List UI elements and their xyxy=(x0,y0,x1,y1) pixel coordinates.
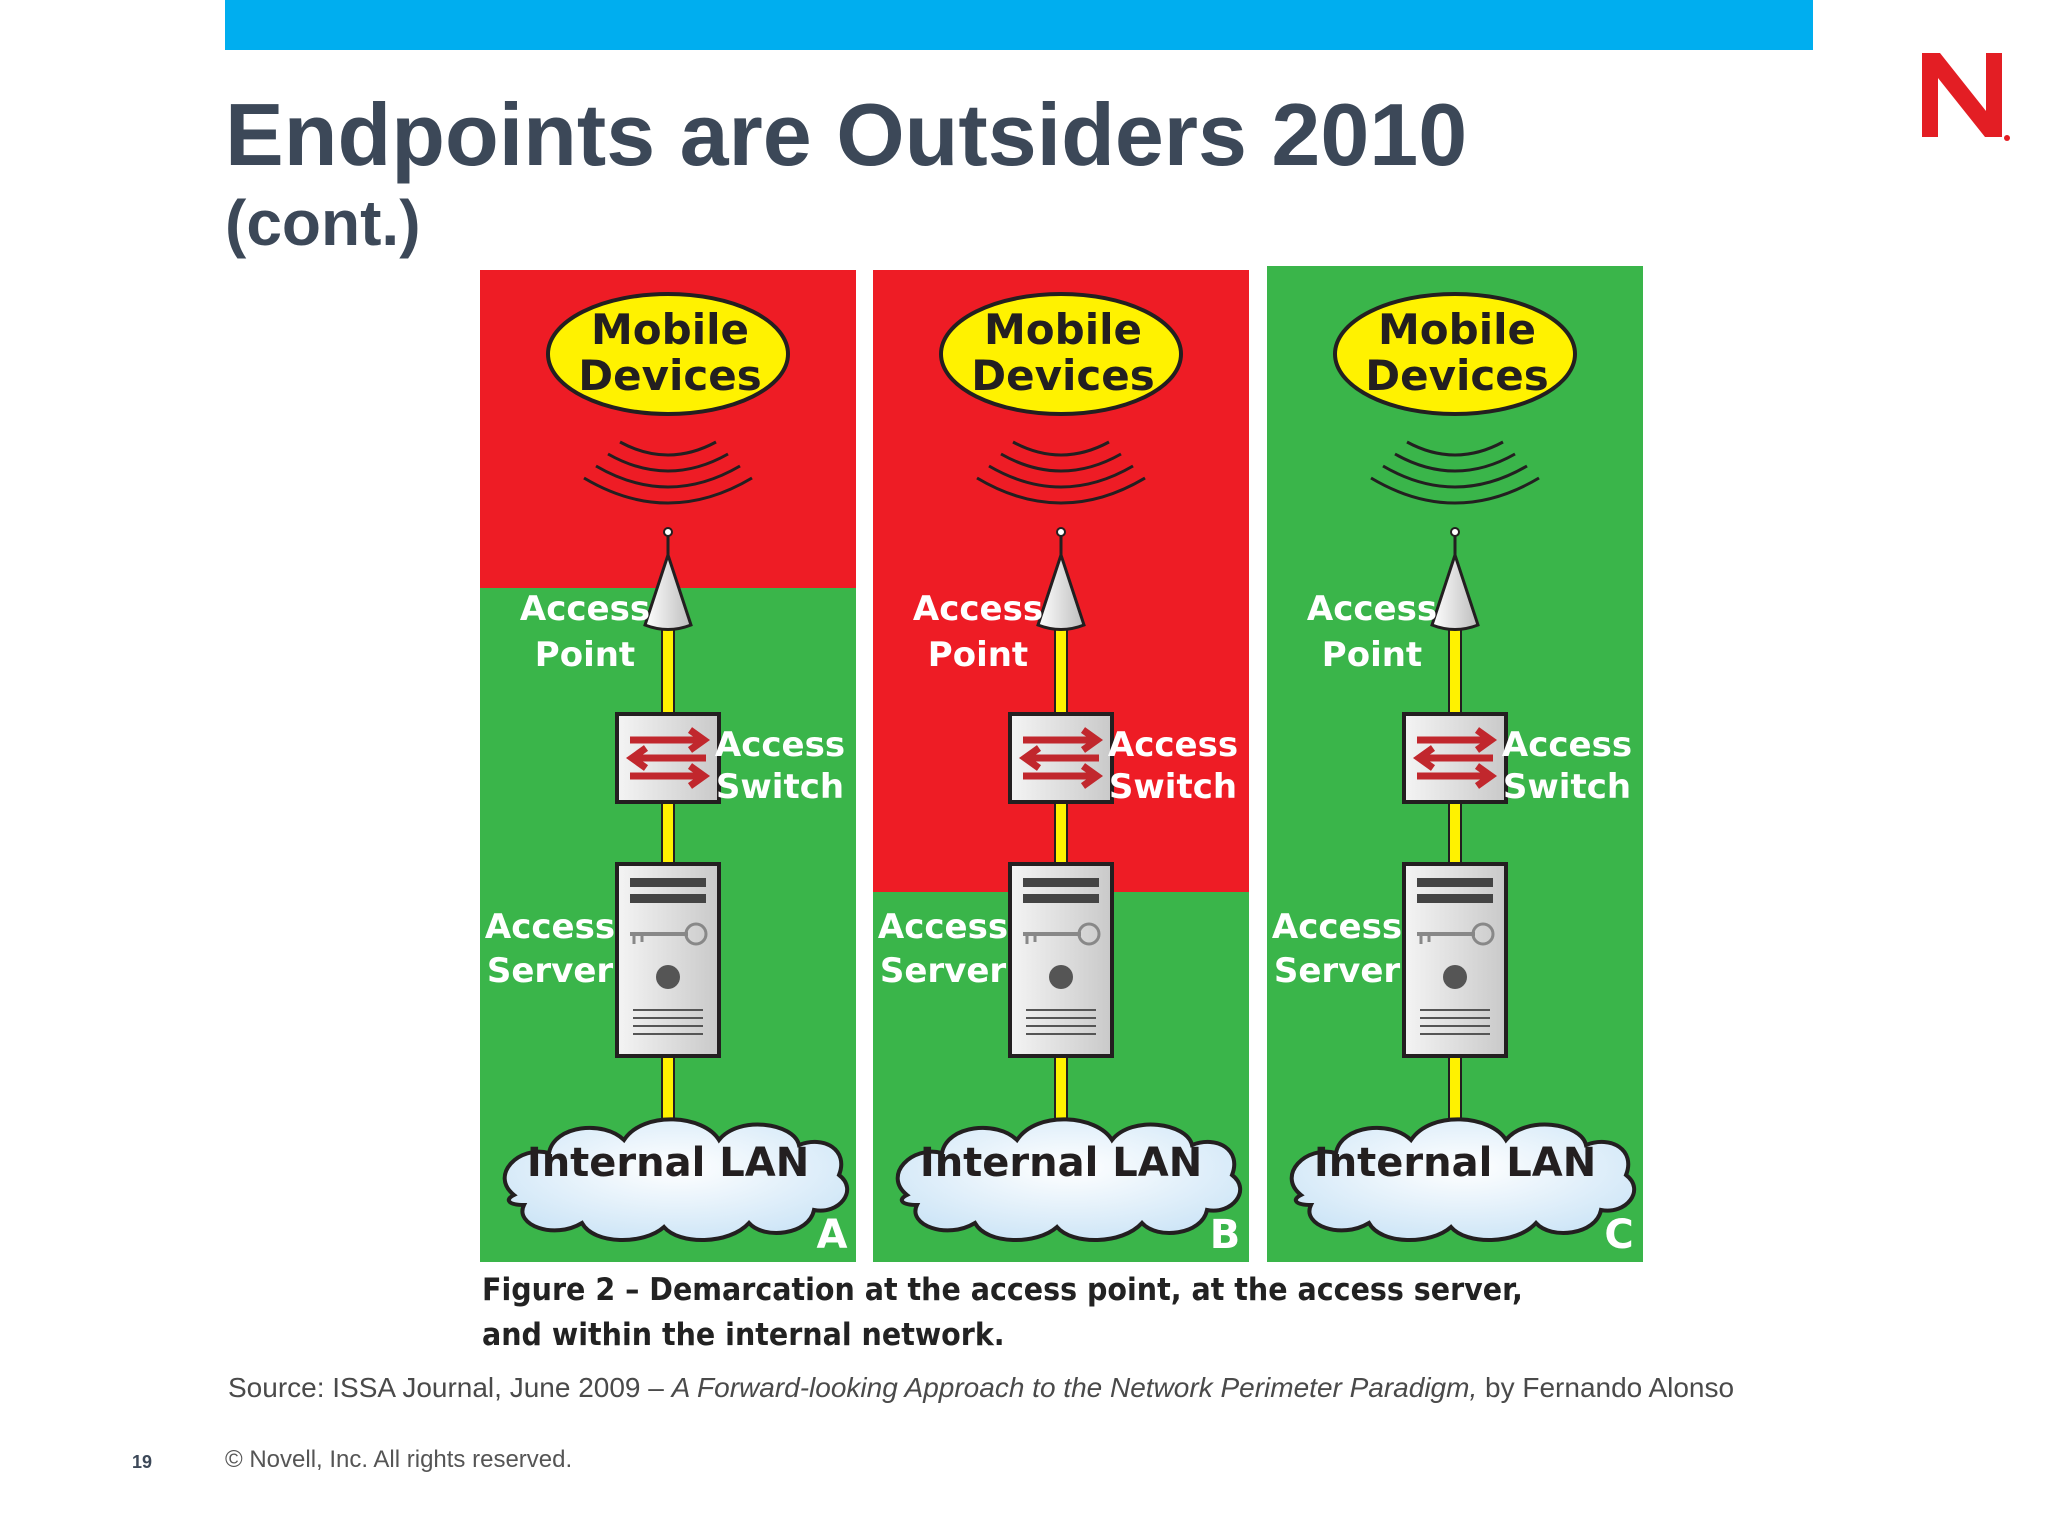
server-label-1: Access xyxy=(1272,907,1402,947)
lan-label: Internal LAN xyxy=(527,1140,809,1186)
switch-label-2: Switch xyxy=(1109,767,1237,807)
access-server-icon xyxy=(1402,862,1508,1058)
wifi-signal-icon xyxy=(1370,440,1540,505)
ap-label-1: Access xyxy=(1307,589,1437,629)
device-label-1: Mobile xyxy=(984,305,1142,354)
lan-label: Internal LAN xyxy=(920,1140,1202,1186)
figure-caption: Figure 2 – Demarcation at the access poi… xyxy=(482,1272,1523,1353)
switch-label-1: Access xyxy=(1108,725,1238,765)
novell-logo xyxy=(1922,53,2010,141)
server-label-2: Server xyxy=(880,951,1007,991)
access-point-icon xyxy=(1036,527,1086,631)
panel-letter: C xyxy=(1604,1212,1633,1258)
panel-letter: B xyxy=(1210,1212,1241,1258)
server-label-2: Server xyxy=(1274,951,1401,991)
page-number: 19 xyxy=(132,1452,153,1472)
device-label-2: Devices xyxy=(1365,351,1549,400)
access-server-icon xyxy=(1008,862,1114,1058)
source-citation: Source: ISSA Journal, June 2009 – A Forw… xyxy=(228,1372,1734,1404)
mobile-devices-oval: Mobile Devices xyxy=(546,292,790,416)
access-switch-icon xyxy=(1008,712,1114,804)
ap-label-2: Point xyxy=(535,635,635,675)
access-server-icon xyxy=(615,862,721,1058)
switch-label-1: Access xyxy=(1502,725,1632,765)
server-label-1: Access xyxy=(485,907,615,947)
ap-label-1: Access xyxy=(520,589,650,629)
device-label-1: Mobile xyxy=(1378,305,1536,354)
demarcation-figure: Mobile Devices Access Point Access Switc… xyxy=(480,266,1643,1262)
ap-label-1: Access xyxy=(913,589,1043,629)
mobile-devices-oval: Mobile Devices xyxy=(939,292,1183,416)
wifi-signal-icon xyxy=(976,440,1146,505)
device-label-2: Devices xyxy=(971,351,1155,400)
panel-b: Mobile Devices Access Point Access Switc… xyxy=(873,270,1249,1262)
server-label-2: Server xyxy=(487,951,614,991)
lan-label: Internal LAN xyxy=(1314,1140,1596,1186)
slide-subtitle: (cont.) xyxy=(225,187,421,259)
access-switch-icon xyxy=(1402,712,1508,804)
switch-label-1: Access xyxy=(715,725,845,765)
accent-bar xyxy=(225,0,1813,50)
device-label-1: Mobile xyxy=(591,305,749,354)
device-label-2: Devices xyxy=(578,351,762,400)
wifi-signal-icon xyxy=(583,440,753,505)
ap-label-2: Point xyxy=(928,635,1028,675)
switch-label-2: Switch xyxy=(1503,767,1631,807)
mobile-devices-oval: Mobile Devices xyxy=(1333,292,1577,416)
switch-label-2: Switch xyxy=(716,767,844,807)
access-point-icon xyxy=(643,527,693,631)
ap-label-2: Point xyxy=(1322,635,1422,675)
access-point-icon xyxy=(1430,527,1480,631)
panel-a: Mobile Devices Access Point Access Switc… xyxy=(480,270,856,1262)
panel-letter: A xyxy=(817,1212,848,1258)
access-switch-icon xyxy=(615,712,721,804)
panel-c: Mobile Devices Access Point xyxy=(1267,266,1643,1262)
source-author: by Fernando Alonso xyxy=(1477,1372,1735,1403)
source-prefix: Source: ISSA Journal, June 2009 – xyxy=(228,1372,672,1403)
source-article-title: A Forward-looking Approach to the Networ… xyxy=(671,1372,1478,1403)
copyright-notice: © Novell, Inc. All rights reserved. xyxy=(225,1446,573,1473)
server-label-1: Access xyxy=(878,907,1008,947)
slide-title: Endpoints are Outsiders 2010 xyxy=(225,85,1468,184)
